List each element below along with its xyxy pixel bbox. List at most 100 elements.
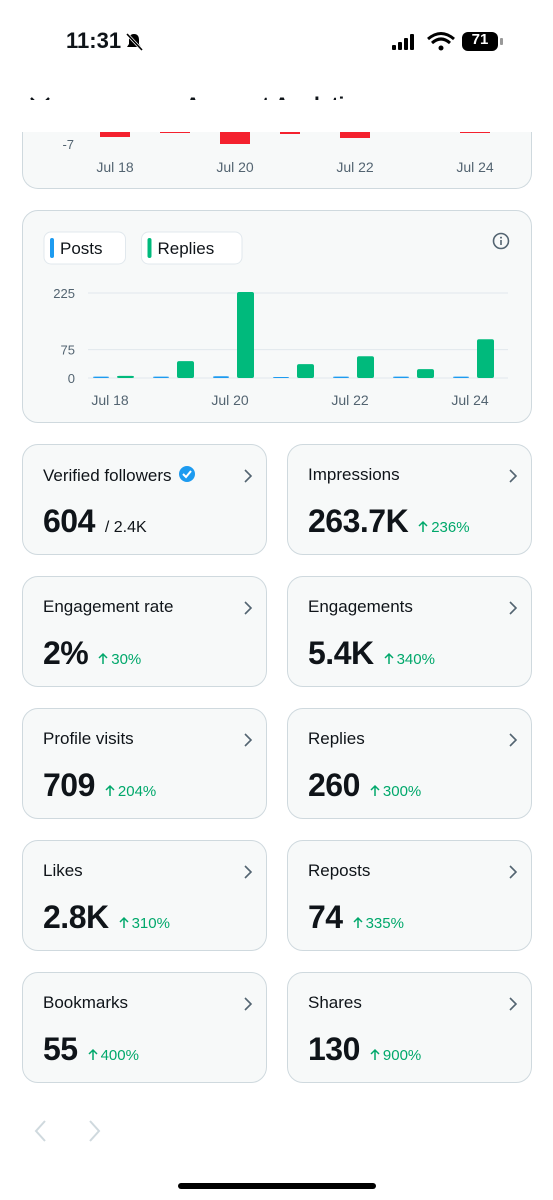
y-tick-label: 225: [53, 286, 75, 301]
verified-badge: [178, 465, 196, 488]
chevron: [507, 731, 519, 754]
metric-label-text: Profile visits: [43, 729, 134, 748]
chevron-icon: [509, 997, 518, 1011]
arrow-icon: [384, 652, 394, 664]
chevron-icon: [244, 997, 253, 1011]
metric-card[interactable]: Impressions 263.7K 236%: [287, 444, 532, 555]
metric-card[interactable]: Shares 130 900%: [287, 972, 532, 1083]
bar: [273, 377, 289, 378]
metric-value: 2.8K 310%: [43, 899, 170, 936]
info-icon[interactable]: [492, 232, 510, 250]
chevron-icon: [509, 865, 518, 879]
metric-change: 300%: [370, 783, 421, 800]
badge-icon: [178, 466, 195, 482]
metric-label-text: Engagements: [308, 597, 413, 616]
metric-value-text: 74: [308, 899, 343, 935]
bar: [213, 376, 229, 378]
metric-label: Bookmarks: [43, 993, 128, 1013]
bar: [393, 376, 409, 378]
chevron-icon: [244, 865, 253, 879]
metric-card[interactable]: Replies 260 300%: [287, 708, 532, 819]
metric-value-text: 709: [43, 767, 95, 803]
x-tick-label: Jul 20: [211, 392, 249, 408]
chevron-icon: [509, 601, 518, 615]
metric-card[interactable]: Profile visits 709 204%: [22, 708, 267, 819]
arrow-icon: [370, 784, 380, 796]
bar: [177, 361, 194, 378]
metric-change: 236%: [418, 519, 470, 537]
legend-swatch: [50, 238, 54, 258]
metric-change: 400%: [88, 1047, 139, 1064]
up-arrow: [370, 784, 380, 801]
y-tick-label: 75: [61, 343, 75, 358]
metric-label: Engagements: [308, 597, 413, 617]
metric-change: 204%: [105, 783, 156, 800]
metric-card[interactable]: Engagements 5.4K 340%: [287, 576, 532, 687]
x-tick-label: Jul 20: [216, 159, 254, 175]
y-tick-label: -7: [62, 137, 74, 152]
metric-label: Reposts: [308, 861, 370, 881]
metric-change-text: 900%: [382, 1047, 422, 1064]
up-arrow: [105, 784, 115, 801]
metric-card[interactable]: Reposts 74 335%: [287, 840, 532, 951]
up-arrow: [418, 520, 428, 537]
legend-chip: [43, 231, 126, 265]
up-arrow: [98, 652, 108, 669]
bar: [357, 356, 374, 378]
up-arrow: [88, 1048, 98, 1065]
metric-value: 74 335%: [308, 899, 404, 936]
metric-label: Engagement rate: [43, 597, 173, 617]
pager: [34, 1120, 101, 1142]
next-button[interactable]: [89, 1120, 101, 1142]
metric-value-text: 604: [43, 503, 95, 539]
chevron: [507, 995, 519, 1018]
bar: [93, 376, 109, 378]
legend-label: Replies: [158, 239, 215, 258]
x-tick-label: Jul 18: [96, 159, 134, 175]
chevron-icon: [244, 469, 253, 483]
x-tick-label: Jul 22: [331, 392, 369, 408]
bar: [453, 376, 469, 378]
chevron-icon: [244, 601, 253, 615]
metric-change-text: 300%: [382, 783, 422, 800]
prev-button[interactable]: [34, 1120, 46, 1142]
metric-label: Profile visits: [43, 729, 134, 749]
metric-label-text: Engagement rate: [43, 597, 174, 616]
metric-value-text: 55: [43, 1031, 78, 1067]
arrow-icon: [98, 652, 108, 664]
bar: [297, 364, 314, 378]
chevron: [507, 599, 519, 622]
chevron: [242, 863, 254, 886]
metric-value-text: 5.4K: [308, 635, 374, 671]
chevron: [507, 467, 519, 490]
metric-change: 900%: [370, 1047, 421, 1064]
metric-card[interactable]: Likes 2.8K 310%: [22, 840, 267, 951]
bar: [237, 292, 254, 378]
metric-value: 130 900%: [308, 1031, 421, 1068]
top-chart: -7 Jul 18 Jul 20 Jul 22 Jul 24: [62, 132, 494, 175]
arrow-icon: [105, 784, 115, 796]
battery-level: 71: [471, 31, 489, 48]
metric-card[interactable]: Bookmarks 55 400%: [22, 972, 267, 1083]
up-arrow: [370, 1048, 380, 1065]
bar: [417, 369, 434, 378]
metric-change: 335%: [353, 915, 404, 932]
legend-chip: [141, 231, 243, 265]
metric-change-text: 400%: [100, 1047, 139, 1064]
metric-label: Likes: [43, 861, 83, 881]
metric-card[interactable]: Engagement rate 2% 30%: [22, 576, 267, 687]
metric-label: Replies: [308, 729, 365, 749]
metric-total: / 2.4K: [104, 519, 147, 536]
metric-change: 310%: [119, 915, 170, 932]
header-backdrop: [0, 100, 553, 132]
metric-change-text: 335%: [365, 915, 404, 932]
metric-change: 340%: [384, 651, 435, 668]
metric-card[interactable]: Verified followers 604 / 2.4K: [22, 444, 267, 555]
metric-change-text: 236%: [431, 519, 470, 536]
mute-icon: [125, 32, 144, 52]
metric-label: Verified followers: [43, 465, 196, 488]
metric-value-text: 260: [308, 767, 360, 803]
arrow-icon: [119, 916, 129, 928]
chevron-icon: [509, 469, 518, 483]
metric-change-text: 310%: [131, 915, 170, 932]
